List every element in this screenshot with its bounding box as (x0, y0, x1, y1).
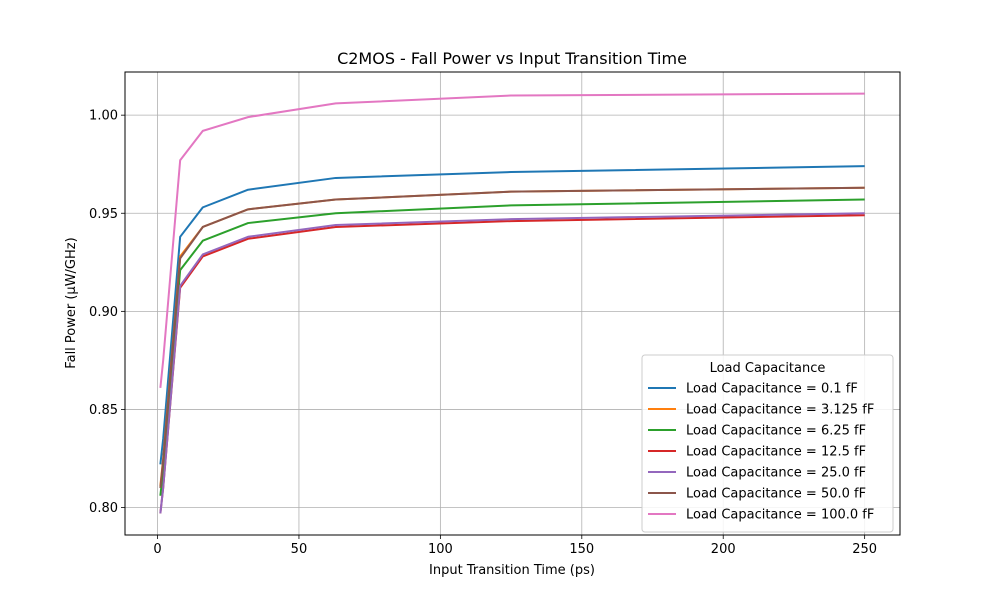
series-line-7 (159, 92, 865, 388)
legend-entry-5: Load Capacitance = 25.0 fF (686, 466, 866, 481)
x-tick-label: 200 (711, 542, 736, 557)
x-tick-label: 150 (569, 542, 594, 557)
legend-entry-4: Load Capacitance = 12.5 fF (686, 445, 866, 460)
legend-box (641, 354, 894, 533)
x-axis: 0 50 100 150 200 250 (153, 535, 877, 557)
y-tick-label: 0.90 (89, 305, 118, 320)
x-axis-title: Input Transition Time (ps) (429, 563, 595, 578)
x-tick-label: 100 (428, 542, 453, 557)
legend: Load Capacitance Load Capacitance = 0.1 f… (641, 354, 894, 533)
legend-entry-1: Load Capacitance = 0.1 fF (686, 382, 858, 397)
x-tick-label: 250 (852, 542, 877, 557)
y-tick-label: 0.85 (89, 403, 118, 418)
legend-entry-2: Load Capacitance = 3.125 fF (686, 403, 874, 418)
y-tick-label: 0.80 (89, 501, 118, 516)
y-tick-label: 0.95 (89, 207, 118, 222)
x-tick-label: 0 (153, 542, 161, 557)
legend-entry-7: Load Capacitance = 100.0 fF (686, 508, 874, 523)
x-tick-label: 50 (291, 542, 308, 557)
y-tick-label: 1.00 (89, 109, 118, 124)
plot-frame (124, 71, 901, 536)
series-line-6 (159, 186, 865, 489)
legend-title: Load Capacitance (710, 361, 826, 376)
series-line-1 (159, 165, 865, 465)
series-line-5 (159, 212, 865, 514)
legend-entry-6: Load Capacitance = 50.0 fF (686, 487, 866, 502)
y-axis: 0.80 0.85 0.90 0.95 1.00 (89, 109, 125, 516)
chart-title: C2MOS - Fall Power vs Input Transition T… (337, 49, 687, 68)
legend-entry-3: Load Capacitance = 6.25 fF (686, 424, 866, 439)
series-layer (159, 92, 865, 514)
y-axis-title: Fall Power (µW/GHz) (64, 237, 79, 368)
